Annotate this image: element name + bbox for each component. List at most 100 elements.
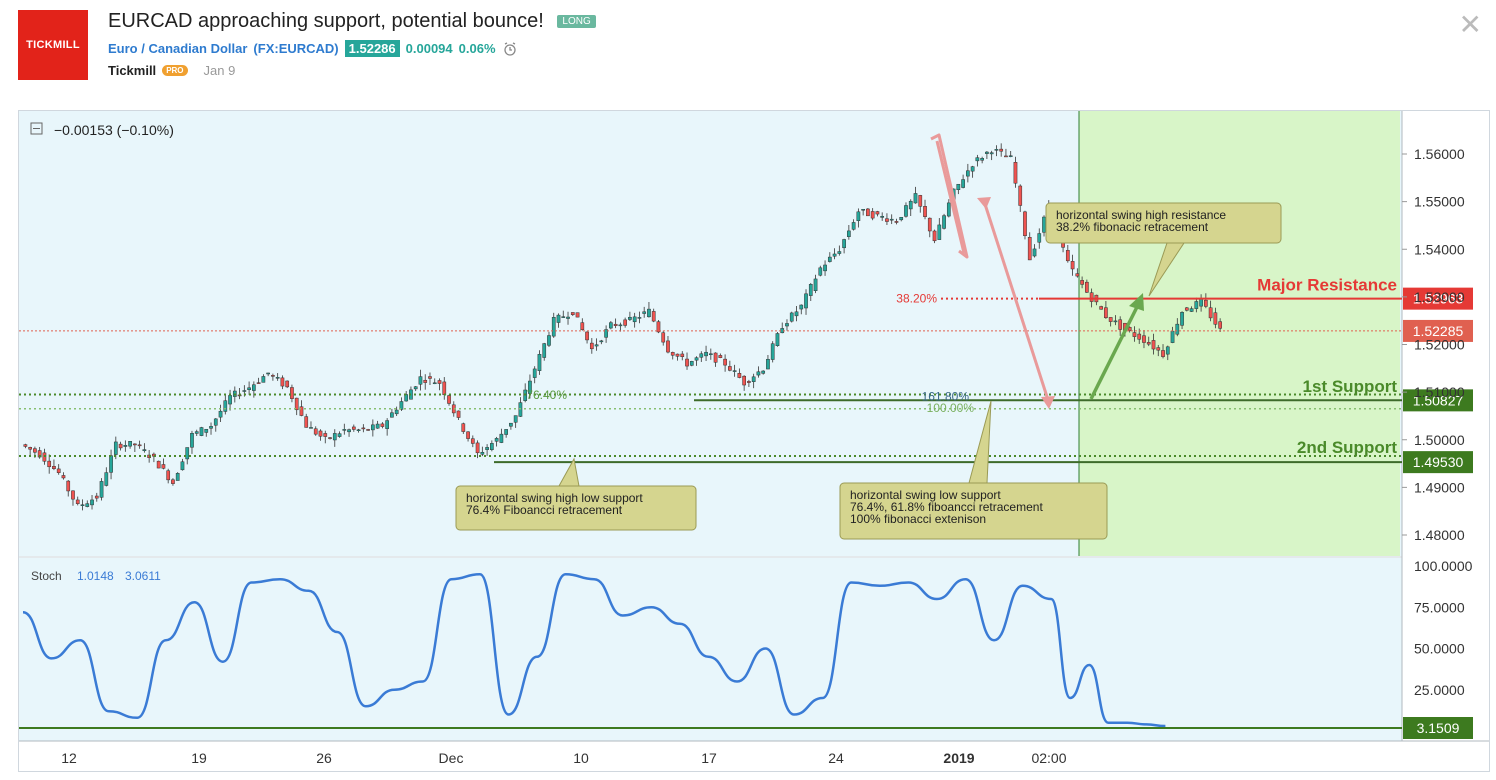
candle-body	[385, 420, 389, 429]
candle-body	[804, 293, 808, 309]
bounce-arrow-head	[1129, 293, 1144, 311]
candle-body	[547, 335, 551, 346]
x-tick-label: 2019	[943, 750, 974, 766]
candle-body	[1180, 312, 1184, 326]
support-callout-left-line: 76.4% Fiboancci retracement	[466, 503, 623, 517]
candle-body	[380, 423, 385, 427]
candle-body	[137, 444, 142, 447]
candle-body	[823, 264, 827, 272]
price-chart[interactable]: 1.52963 1.52285 1.50827 1.49530 Major Resist…	[19, 111, 1489, 771]
candle-body	[171, 479, 175, 484]
candle-body	[437, 380, 442, 384]
stoch-label: Stoch	[31, 569, 62, 583]
candle-body	[661, 332, 666, 343]
candle-body	[742, 375, 746, 386]
candle-body	[666, 340, 670, 353]
long-badge: LONG	[557, 15, 596, 29]
candle-body	[866, 208, 870, 217]
candle-body	[23, 444, 28, 447]
candle-body	[1127, 327, 1132, 332]
support-callout-left	[455, 485, 697, 531]
candle-body	[480, 451, 485, 455]
candle-body	[975, 157, 980, 162]
candle-body	[913, 193, 918, 204]
candle-body	[475, 442, 480, 454]
candle-body	[808, 284, 813, 296]
candle-body	[156, 460, 161, 469]
stoch-tick-label: 100.0000	[1414, 558, 1473, 574]
candle-body	[313, 428, 318, 435]
candle-body	[1218, 321, 1222, 329]
change-readout: −0.00153 (−0.10%)	[54, 122, 174, 138]
support-callout-right	[839, 482, 1108, 540]
candle-body	[309, 427, 313, 429]
author-name[interactable]: Tickmill	[108, 63, 157, 78]
candle-body	[847, 230, 851, 237]
candle-body	[799, 304, 804, 310]
candle-body	[490, 443, 494, 450]
candle-body	[628, 316, 632, 320]
candle-body	[680, 353, 685, 357]
candle-body	[413, 386, 418, 390]
candle-body	[175, 473, 180, 481]
candle-body	[242, 390, 247, 392]
candle-body	[789, 312, 794, 322]
alarm-clock-icon[interactable]	[502, 41, 518, 57]
candle-body	[537, 354, 542, 371]
candle-body	[1080, 280, 1084, 285]
x-tick-label: Dec	[439, 750, 464, 766]
candle-body	[33, 448, 37, 453]
candle-body	[304, 416, 309, 428]
candle-body	[466, 431, 470, 439]
candle-body	[228, 395, 232, 405]
candle-body	[1118, 319, 1123, 330]
stoch-k-value: 1.0148	[77, 569, 114, 583]
candle-body	[942, 215, 946, 229]
candle-body	[113, 441, 118, 455]
resistance-callout-line: horizontal swing high resistance	[1056, 208, 1226, 222]
candle-body	[61, 475, 66, 479]
candle-body	[728, 366, 732, 371]
bounce-arrow-line	[1089, 302, 1141, 400]
candle-body	[827, 256, 832, 262]
candle-body	[456, 410, 461, 418]
chart-container[interactable]: 1.52963 1.52285 1.50827 1.49530 Major Resist…	[18, 110, 1490, 772]
candle-body	[37, 450, 42, 458]
y-tick-label: 1.50000	[1414, 432, 1465, 448]
symbol-code[interactable]: (FX:EURCAD)	[253, 41, 339, 56]
candle-body	[470, 438, 475, 444]
candle-body	[1184, 307, 1189, 311]
candle-body	[394, 409, 399, 415]
candle-body	[294, 397, 299, 411]
first-support-badge-text: 1.50827	[1413, 392, 1464, 408]
candle-body	[818, 267, 823, 276]
candle-body	[75, 499, 80, 504]
candle-body	[994, 149, 999, 151]
candle-body	[1170, 330, 1175, 343]
fib-drop-arrow-1	[930, 133, 969, 259]
candle-body	[794, 311, 799, 317]
y-tick-label: 1.54000	[1414, 241, 1465, 257]
close-icon[interactable]: ✕	[1458, 9, 1482, 40]
candle-body	[923, 206, 927, 217]
candle-body	[1104, 307, 1108, 319]
candle-body	[104, 472, 109, 486]
candle-body	[485, 447, 489, 450]
candle-body	[356, 429, 361, 431]
candle-body	[275, 377, 280, 379]
fib-arrow-2-head-bottom	[1041, 396, 1055, 409]
symbol-name[interactable]: Euro / Canadian Dollar	[108, 41, 248, 56]
candle-body	[708, 353, 713, 356]
candle-body	[875, 211, 880, 215]
candle-body	[651, 311, 656, 322]
candle-body	[199, 427, 204, 436]
idea-title: EURCAD approaching support, potential bo…	[108, 10, 596, 33]
candle-body	[899, 217, 904, 221]
current-price-badge	[1403, 319, 1473, 342]
candle-body	[956, 183, 961, 190]
candle-body	[613, 323, 618, 326]
candle-body	[632, 316, 637, 323]
candle-body	[28, 447, 32, 450]
candle-body	[204, 428, 209, 433]
y-tick-label: 1.51000	[1414, 384, 1465, 400]
